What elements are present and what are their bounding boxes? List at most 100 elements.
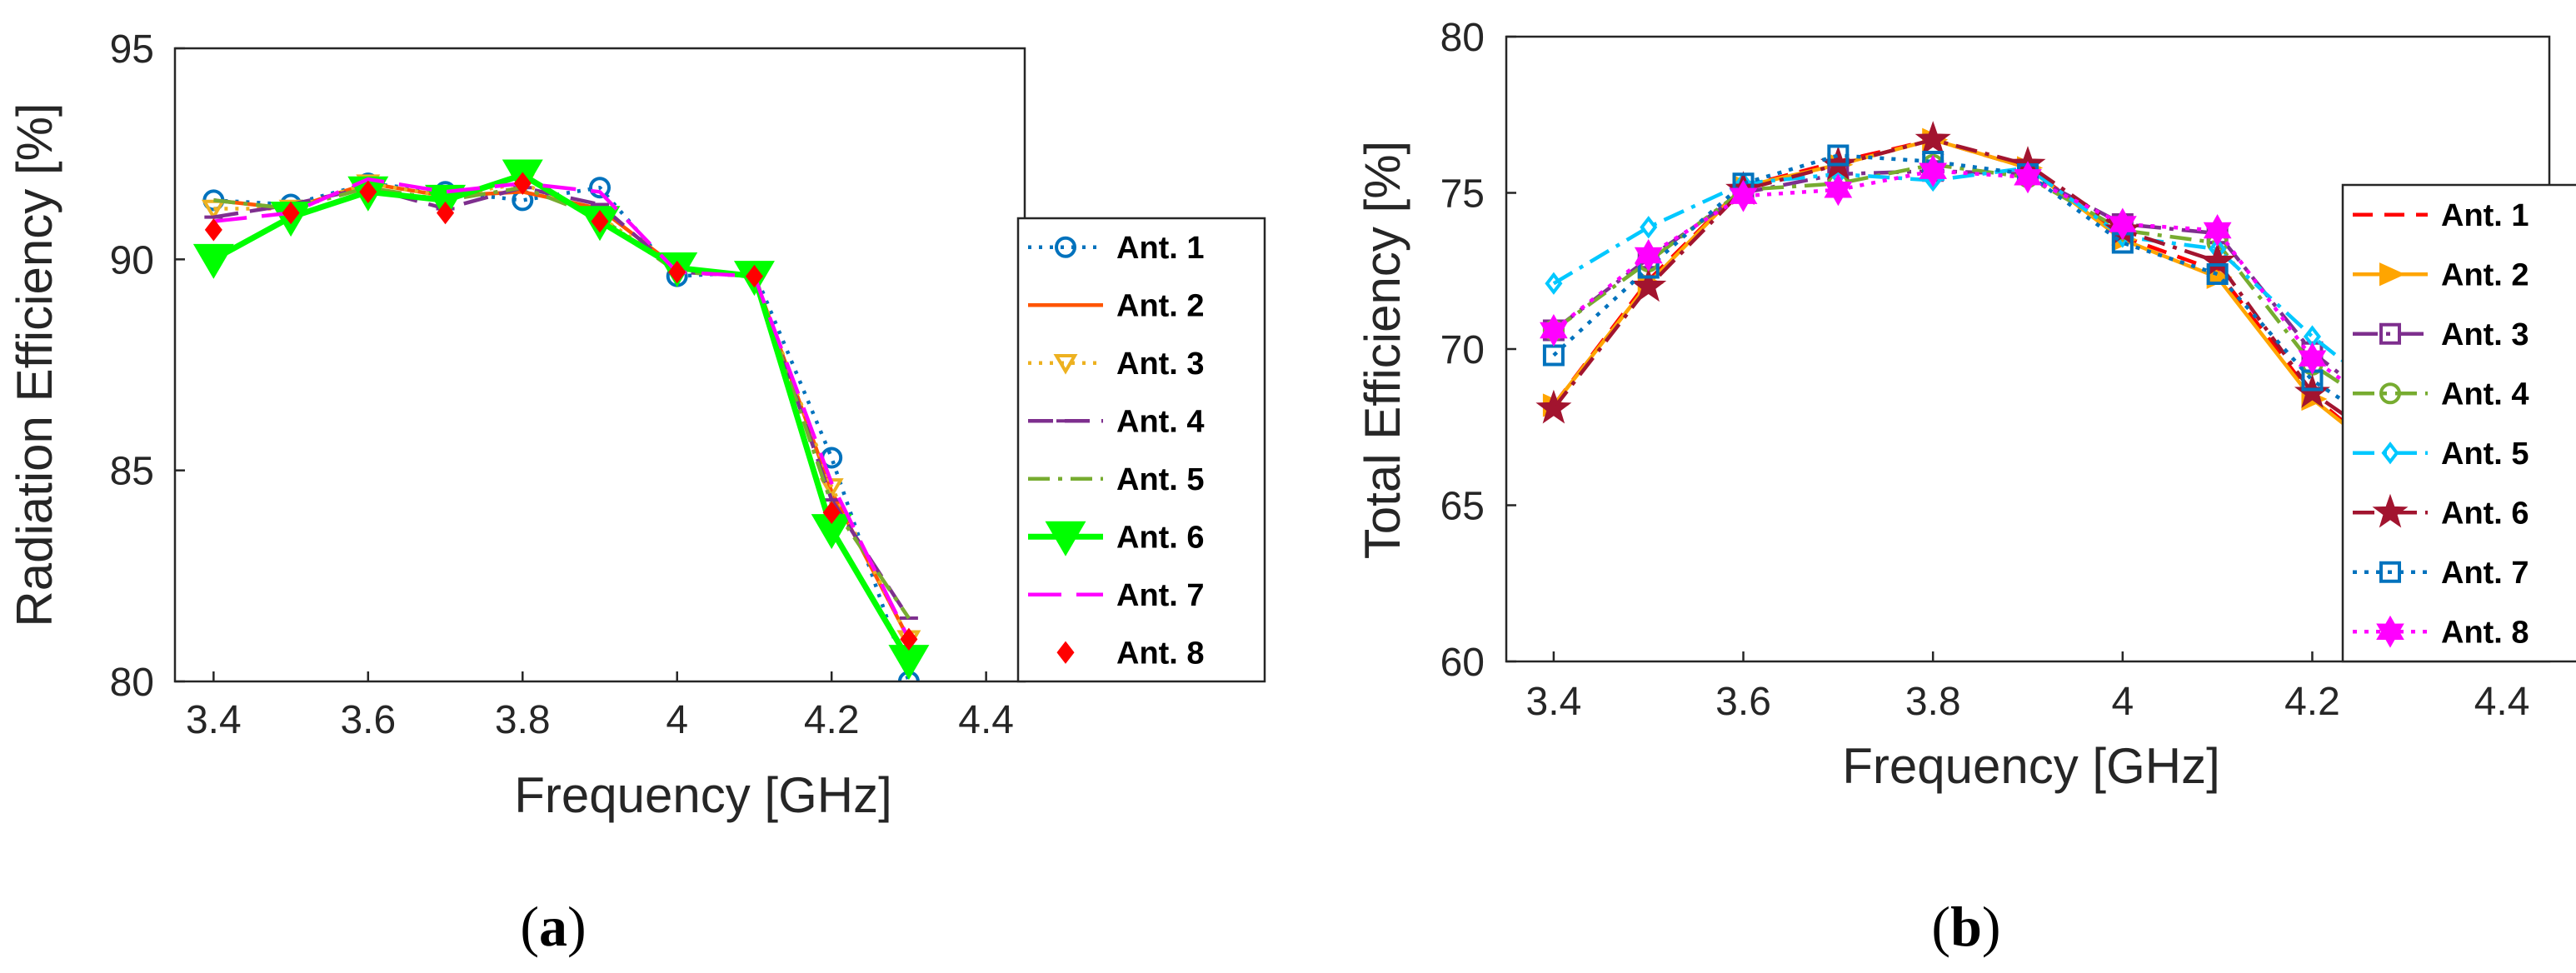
chart-a-series-8-point: [513, 172, 532, 195]
chart-a-series-7-line: [213, 177, 911, 641]
chart-b-series-6-point: [1535, 389, 1572, 424]
chart-a-series-5-line: [213, 185, 911, 620]
chart-a-legend-item: Ant. 2: [1028, 288, 1205, 323]
chart-a-xtick-label: 3.4: [186, 698, 242, 742]
chart-b-xtick-label: 3.6: [1715, 680, 1771, 724]
chart-b-legend-label: Ant. 3: [2441, 317, 2529, 352]
chart-b-ytick-label: 65: [1440, 485, 1485, 529]
chart-b-series-layer: [1535, 121, 2425, 486]
chart-a-series-6-point: [425, 184, 467, 220]
chart-b-series-8-point: [2108, 207, 2137, 241]
chart-a-xtick-label: 4.2: [804, 698, 860, 742]
chart-a-series-7: [213, 177, 911, 641]
chart-b-series-5-point: [1545, 272, 1563, 295]
chart-b-legend-label: Ant. 7: [2441, 556, 2529, 591]
chart-b-series-8-point: [2014, 161, 2042, 194]
chart-b-legend-item: Ant. 3: [2353, 317, 2529, 352]
chart-a-legend-label: Ant. 3: [1116, 347, 1205, 382]
chart-b-legend-label: Ant. 6: [2441, 496, 2529, 531]
chart-a-legend-label: Ant. 1: [1116, 231, 1205, 266]
chart-a-legend-label: Ant. 5: [1116, 462, 1205, 497]
chart-a-series-1-point: [589, 177, 611, 199]
chart-b-legend-item: Ant. 7: [2353, 556, 2529, 591]
chart-b: 3.4 3.6 3.8 4 4.2 4.4 60 65 70 75 80 Frequency [GH…: [1355, 16, 2576, 958]
chart-b-legend-marker: [2379, 382, 2401, 405]
chart-a-ytick-label: 90: [110, 238, 154, 282]
chart-b-legend-marker: [2376, 615, 2404, 648]
chart-a-legend-box: [1016, 217, 1266, 683]
chart-a-series-5: [213, 185, 911, 620]
chart-a-series-8-point: [204, 218, 222, 242]
chart-b-series-8-point: [1824, 173, 1853, 207]
chart-a-series-8-point: [437, 201, 455, 225]
chart-a-series-8-point: [900, 627, 918, 651]
chart-b-legend-item: Ant. 4: [2353, 377, 2529, 412]
chart-b-ytick-label: 60: [1440, 641, 1485, 685]
chart-a-xtick-label: 3.6: [340, 698, 396, 742]
chart-a-legend-item: Ant. 6: [1028, 520, 1205, 556]
chart-b-legend-marker: [2379, 322, 2401, 345]
chart-b-legend-label: Ant. 4: [2441, 377, 2529, 412]
chart-a-series-6-line: [212, 172, 911, 662]
chart-b-series-7-point: [2206, 263, 2229, 285]
chart-b-series-6-line: [1552, 137, 2409, 461]
chart-a-ytick-label: 80: [110, 661, 154, 705]
chart-a-ytick-label: 95: [110, 27, 154, 72]
chart-b-series-7-point: [1827, 144, 1850, 167]
chart-b-panel-label: (b): [1931, 895, 2000, 958]
chart-b-xlabel: Frequency [GHz]: [1842, 738, 2220, 794]
chart-a-series-6-point: [192, 243, 234, 279]
chart-a-series-8-point: [745, 264, 763, 288]
chart-a-ticks: 3.4 3.6 3.8 4 4.2 4.4 80 85 90 95: [110, 27, 1014, 742]
chart-b-series-8-line: [1552, 168, 2409, 429]
chart-a-xtick-label: 4.4: [958, 698, 1014, 742]
chart-a-legend-item: Ant. 1: [1028, 231, 1205, 266]
chart-a-ytick-label: 85: [110, 450, 154, 494]
chart-b-series-8-point: [2298, 342, 2327, 375]
chart-b-series-6-point: [2199, 242, 2236, 277]
chart-a-xlabel: Frequency [GHz]: [514, 767, 892, 823]
chart-a-series-layer: [192, 159, 930, 681]
chart-b-series-2-line: [1552, 137, 2409, 476]
chart-a-legend-marker: [1055, 236, 1076, 258]
chart-b-ticks: 3.4 3.6 3.8 4 4.2 4.4 60 65 70 75 80: [1440, 16, 2530, 724]
chart-b-legend-item: Ant. 5: [2353, 437, 2529, 472]
chart-a-legend-label: Ant. 6: [1116, 520, 1205, 555]
chart-b-series-8-point: [2203, 214, 2232, 247]
chart-b-legend-label: Ant. 5: [2441, 437, 2529, 472]
chart-a-legend-marker: [1053, 353, 1078, 375]
chart-b-series-8-point: [1729, 179, 1758, 212]
chart-b-xtick-label: 4.2: [2284, 680, 2340, 724]
chart-a-legend-marker: [1045, 521, 1086, 556]
chart-a-ylabel: Radiation Efficiency [%]: [7, 102, 62, 626]
chart-b-legend-item: Ant. 8: [2353, 615, 2529, 650]
chart-b-xtick-label: 3.8: [1905, 680, 1961, 724]
chart-a-legend-label: Ant. 2: [1116, 288, 1205, 323]
chart-b-series-5-line: [1552, 166, 2409, 413]
chart-a-legend-marker: [1056, 641, 1075, 664]
chart-a-xtick-label: 3.8: [495, 698, 551, 742]
chart-a: 3.4 3.6 3.8 4 4.2 4.4 80 85 90 95 Frequency [GHz]…: [7, 27, 1266, 958]
chart-b-xtick-label: 4: [2111, 680, 2134, 724]
chart-a-xtick-label: 4: [666, 698, 688, 742]
chart-a-series-8: [204, 172, 918, 651]
chart-a-legend-label: Ant. 7: [1116, 578, 1205, 613]
chart-a-series-8-point: [822, 501, 841, 525]
chart-b-legend-item: Ant. 1: [2353, 198, 2529, 233]
chart-b-series-5-point: [1640, 216, 1658, 239]
chart-b-ytick-label: 75: [1440, 172, 1485, 217]
chart-b-legend-item: Ant. 2: [2353, 257, 2529, 292]
chart-b-series-6-point: [1915, 121, 1951, 156]
chart-a-legend-item: Ant. 4: [1028, 404, 1205, 439]
chart-b-legend-marker: [2381, 442, 2399, 465]
chart-a-legend-item: Ant. 3: [1028, 347, 1205, 382]
chart-b-legend-label: Ant. 1: [2441, 198, 2529, 233]
chart-b-series-8-point: [1634, 239, 1663, 272]
chart-a-legend-label: Ant. 4: [1116, 404, 1205, 439]
chart-b-xtick-label: 4.4: [2474, 680, 2530, 724]
chart-a-series-8-point: [359, 180, 377, 203]
chart-b-series-8-point: [1919, 154, 1948, 187]
chart-b-legend-item: Ant. 6: [2353, 493, 2529, 531]
chart-a-panel-label: (a): [520, 895, 586, 958]
